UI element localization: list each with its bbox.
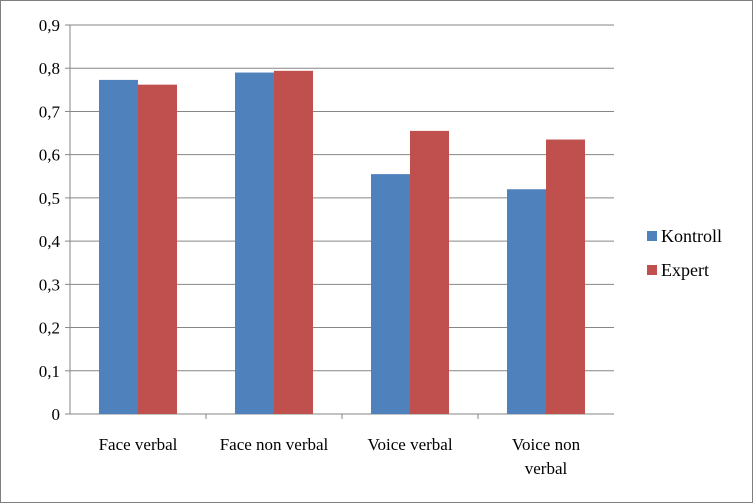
bar-kontroll [99,79,138,415]
category-label: Voice verbal [367,435,452,454]
category-label: Face verbal [99,435,178,454]
bar-expert [138,84,177,414]
y-tick-label: 0,8 [39,59,60,78]
bar-kontroll [507,189,546,414]
y-tick-labels: 0 0,1 0,2 0,3 0,4 0,5 0,6 0,7 0,8 0,9 [39,16,61,424]
category-labels: Face verbal Face non verbal Voice verbal Vo… [99,435,581,478]
category-label: Face non verbal [220,435,329,454]
bar-kontroll [371,174,410,414]
bar-expert [274,70,313,414]
legend-label-kontroll: Kontroll [661,226,722,246]
category-label: Voice non verbal [512,435,581,478]
y-tick-label: 0,6 [39,146,60,165]
bar-expert [546,139,585,415]
y-tick-label: 0,7 [39,102,61,121]
legend: Kontroll Expert [647,226,722,280]
legend-swatch-expert [647,265,657,275]
bar-kontroll [235,72,274,415]
y-tick-label: 0,5 [39,189,60,208]
y-tick-label: 0,2 [39,319,60,338]
legend-swatch-kontroll [647,231,657,241]
y-tick-label: 0 [52,405,61,424]
y-tick-label: 0,3 [39,275,60,294]
y-tick-label: 0,4 [39,232,61,251]
legend-label-expert: Expert [661,260,709,280]
y-tick-label: 0,1 [39,362,60,381]
y-tick-label: 0,9 [39,16,60,35]
bar-expert [410,130,449,414]
bars [99,70,585,415]
